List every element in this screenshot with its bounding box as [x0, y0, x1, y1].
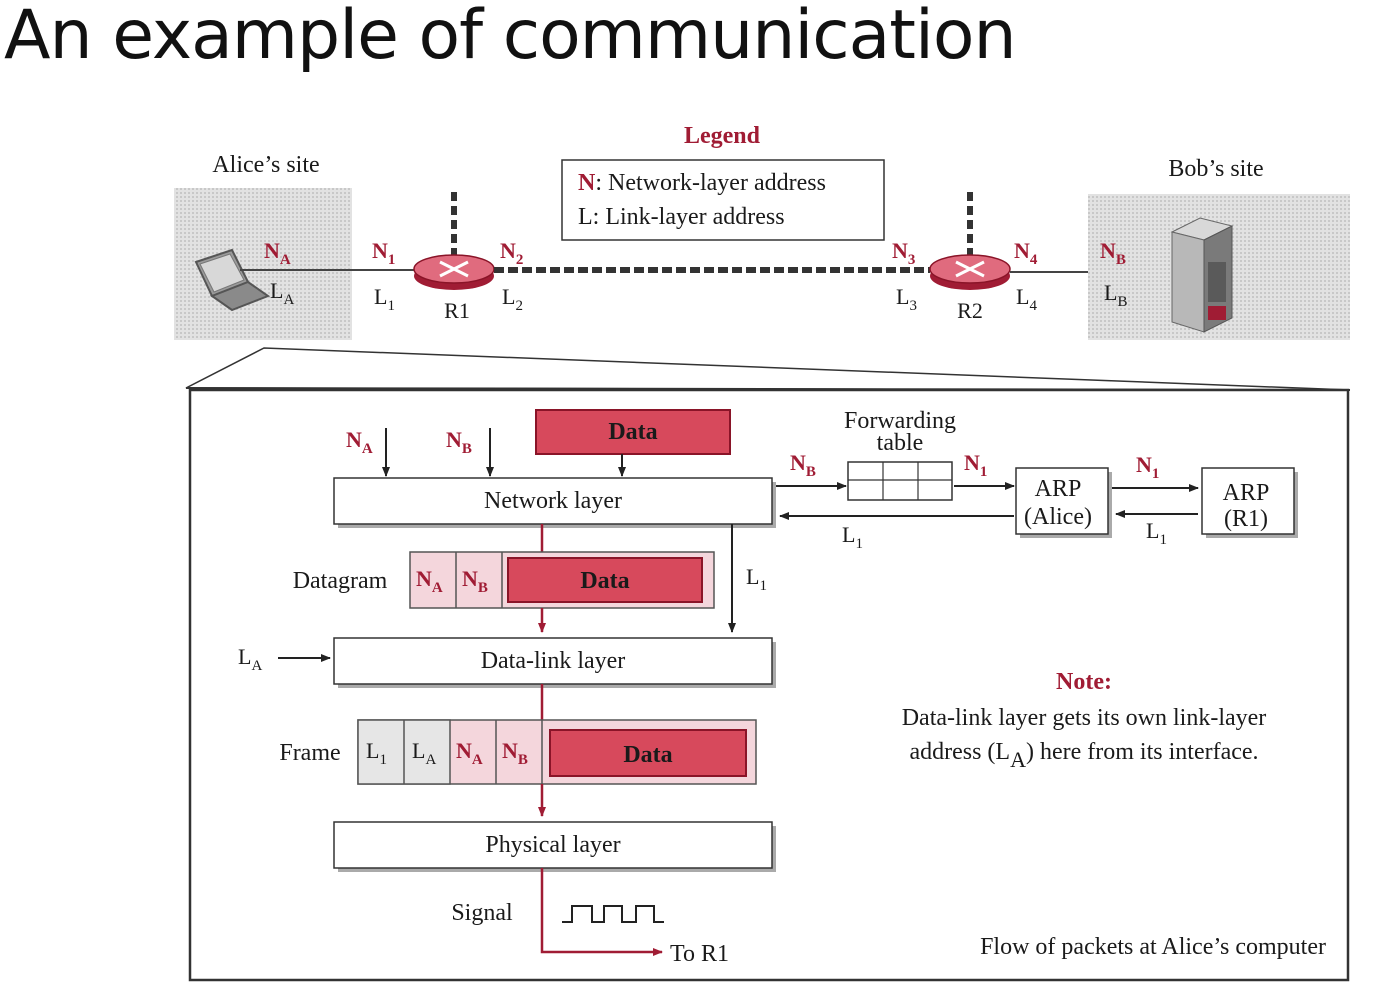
- laptop-icon: [194, 248, 271, 312]
- to-r1-label: To R1: [670, 941, 729, 967]
- router-r2-label: R2: [957, 298, 983, 323]
- router-r2: R2: [929, 192, 1011, 323]
- data-input-box: [535, 409, 731, 455]
- physical-layer-label: Physical layer: [485, 832, 620, 858]
- addr-n2: N2: [500, 238, 523, 268]
- fwd-in-nb: NB: [790, 450, 816, 480]
- addr-l3: L3: [896, 284, 917, 314]
- datagram-packet: [409, 551, 715, 609]
- alice-site: Alice’s site NA LA: [174, 152, 352, 340]
- frame-packet: [357, 719, 757, 785]
- arp-reply-l1: L1: [1146, 518, 1167, 548]
- addr-l4: L4: [1016, 284, 1037, 314]
- network-layer-label: Network layer: [484, 488, 622, 514]
- arp-r1-label-1: ARP: [1223, 480, 1270, 506]
- network-layer-box: [333, 477, 773, 525]
- frame-nb: NB: [502, 738, 528, 768]
- physical-layer-box: [333, 821, 773, 869]
- addr-nb: NB: [1100, 238, 1126, 268]
- input-nb: NB: [446, 427, 472, 457]
- router-r1: R1: [413, 192, 495, 323]
- alice-site-label: Alice’s site: [212, 152, 319, 178]
- forwarding-table-label-2: table: [877, 430, 924, 456]
- note-line-1: Data-link layer gets its own link-layer: [902, 705, 1267, 731]
- legend-l-row: L: Link-layer address: [578, 204, 785, 230]
- forwarding-table-label-1: Forwarding: [844, 408, 956, 434]
- bob-site-label: Bob’s site: [1168, 156, 1263, 182]
- frame-l1: L1: [366, 738, 387, 768]
- signal-waveform-icon: [562, 905, 664, 923]
- arp-alice-label-2: (Alice): [1024, 504, 1092, 530]
- note-heading: Note:: [1056, 669, 1112, 695]
- addr-n3: N3: [892, 238, 915, 268]
- datalink-layer-box: [333, 637, 773, 685]
- signal-out-arrow: [540, 868, 663, 956]
- forwarding-table: [847, 461, 953, 501]
- addr-l2: L2: [502, 284, 523, 314]
- bob-site: Bob’s site NB LB: [1088, 156, 1350, 340]
- fwd-out-n1: N1: [964, 450, 987, 480]
- addr-n4: N4: [1014, 238, 1038, 268]
- arp-result-l1: L1: [842, 522, 863, 552]
- la-input-label: LA: [238, 644, 262, 674]
- frame-data-label: Data: [623, 742, 672, 768]
- frame-label: Frame: [279, 740, 340, 766]
- addr-na: NA: [264, 238, 291, 268]
- router-r1-label: R1: [444, 298, 470, 323]
- addr-n1: N1: [372, 238, 395, 268]
- addr-lb: LB: [1104, 280, 1127, 310]
- slide-title: An example of communication: [4, 0, 1017, 75]
- signal-label: Signal: [451, 900, 513, 926]
- arp-alice-label-1: ARP: [1035, 476, 1082, 502]
- arp-r1-box: [1201, 467, 1295, 535]
- legend-box: [561, 159, 885, 241]
- datalink-layer-label: Data-link layer: [481, 648, 626, 674]
- datagram-label: Datagram: [293, 568, 388, 594]
- addr-la: LA: [270, 278, 294, 308]
- input-na: NA: [346, 427, 373, 457]
- l1-down-label: L1: [746, 564, 767, 594]
- arp-alice-box: [1015, 467, 1109, 535]
- datagram-nb: NB: [462, 566, 488, 596]
- frame-la: LA: [412, 738, 436, 768]
- note-line-2: address (LA) here from its interface.: [909, 739, 1258, 772]
- datagram-na: NA: [416, 566, 443, 596]
- arp-r1-label-2: (R1): [1224, 506, 1268, 532]
- legend-heading: Legend: [684, 123, 761, 149]
- zoom-wedge: [185, 347, 1351, 391]
- legend-n-row: N: Network-layer address: [578, 170, 826, 196]
- datagram-data-label: Data: [580, 568, 629, 594]
- data-input-label: Data: [608, 419, 657, 445]
- legend: Legend N: Network-layer address L: Link-…: [561, 123, 885, 241]
- arp-request-n1: N1: [1136, 452, 1159, 482]
- diagram-caption: Flow of packets at Alice’s computer: [980, 934, 1326, 960]
- addr-l1: L1: [374, 284, 395, 314]
- frame-na: NA: [456, 738, 483, 768]
- server-icon: [1170, 217, 1234, 333]
